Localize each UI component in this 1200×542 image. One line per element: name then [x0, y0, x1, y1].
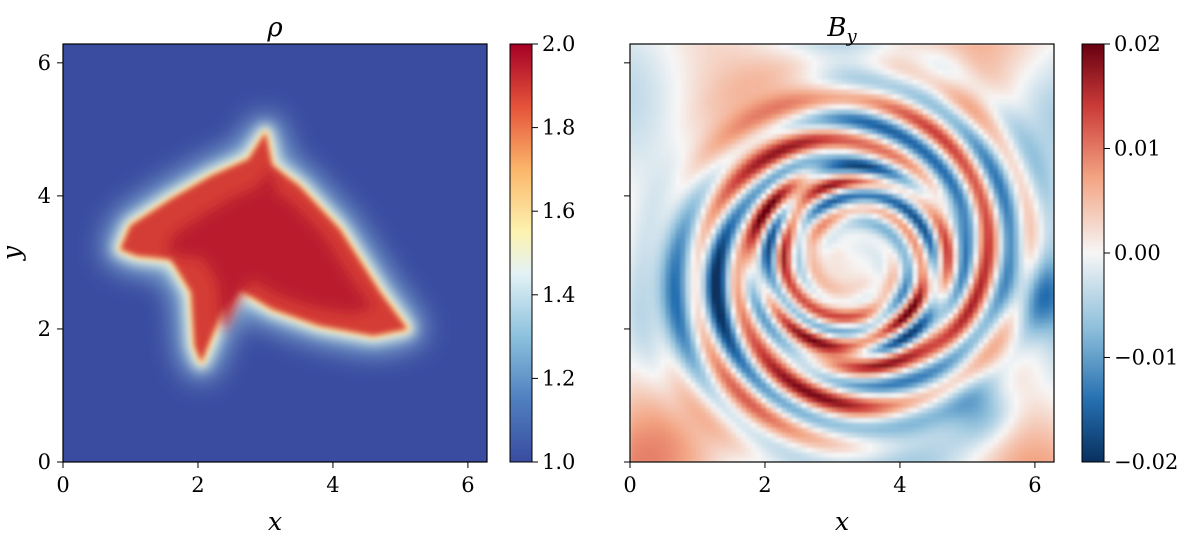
by-title-main: B	[826, 13, 846, 43]
by-colorbar-tick-label: −0.02	[1114, 450, 1178, 474]
by-x-tick-label: 6	[1028, 473, 1041, 497]
by-x-axis-label: x	[835, 507, 849, 536]
rho-plot-frame	[62, 43, 488, 463]
by-colorbar-tick-label: 0.00	[1114, 241, 1161, 265]
by-x-tick-label: 0	[623, 473, 636, 497]
by-panel: 0 2 4 6 By x	[623, 13, 1055, 536]
rho-colorbar-tick-label: 1.6	[542, 199, 575, 223]
rho-colorbar-tick-label: 1.8	[542, 116, 575, 140]
rho-y-tick-label: 2	[38, 317, 51, 341]
by-x-tick-label: 2	[758, 473, 771, 497]
rho-colorbar: 1.0 1.2 1.4 1.6 1.8 2.0	[509, 32, 575, 474]
rho-x-ticks: 0 2 4 6	[56, 462, 475, 497]
by-x-tick-label: 4	[893, 473, 906, 497]
by-colorbar-ticks: −0.02 −0.01 0.00 0.01 0.02	[1104, 32, 1178, 474]
rho-blob-inner-core	[166, 167, 374, 333]
rho-colorbar-ticks: 1.0 1.2 1.4 1.6 1.8 2.0	[532, 32, 575, 474]
by-colorbar: −0.02 −0.01 0.00 0.01 0.02	[1081, 32, 1178, 474]
rho-y-tick-label: 6	[38, 51, 51, 75]
by-field-cells	[630, 44, 1054, 462]
rho-y-ticks: 0 2 4 6	[38, 51, 63, 474]
by-plot-frame	[629, 43, 1055, 463]
by-colorbar-tick-label: 0.01	[1114, 137, 1161, 161]
by-title-subscript: y	[845, 26, 857, 47]
rho-y-tick-label: 4	[38, 184, 51, 208]
rho-x-axis-label: x	[268, 507, 282, 536]
by-x-ticks: 0 2 4 6	[623, 462, 1042, 497]
rho-x-tick-label: 2	[191, 473, 204, 497]
rho-colorbar-tick-label: 2.0	[542, 32, 575, 56]
rho-colorbar-tick-label: 1.2	[542, 366, 575, 390]
by-title: By	[826, 13, 857, 47]
by-colorbar-tick-label: −0.01	[1114, 346, 1178, 370]
rho-colorbar-tick-label: 1.0	[542, 450, 575, 474]
rho-heatmap	[63, 44, 487, 462]
rho-y-tick-label: 0	[38, 450, 51, 474]
by-y-ticks	[624, 62, 630, 463]
rho-x-tick-label: 0	[56, 473, 69, 497]
by-colorbar-tick-label: 0.02	[1114, 32, 1161, 56]
by-colorbar-gradient	[1081, 43, 1105, 463]
rho-x-tick-label: 6	[461, 473, 474, 497]
rho-panel: 0 2 4 6 0 2 4 6 ρ x y	[0, 13, 488, 536]
rho-colorbar-tick-label: 1.4	[542, 283, 575, 307]
rho-y-axis-label: y	[0, 245, 26, 261]
rho-title: ρ	[266, 13, 283, 43]
rho-colorbar-gradient	[509, 43, 533, 463]
by-heatmap	[630, 44, 1054, 462]
rho-x-tick-label: 4	[326, 473, 339, 497]
